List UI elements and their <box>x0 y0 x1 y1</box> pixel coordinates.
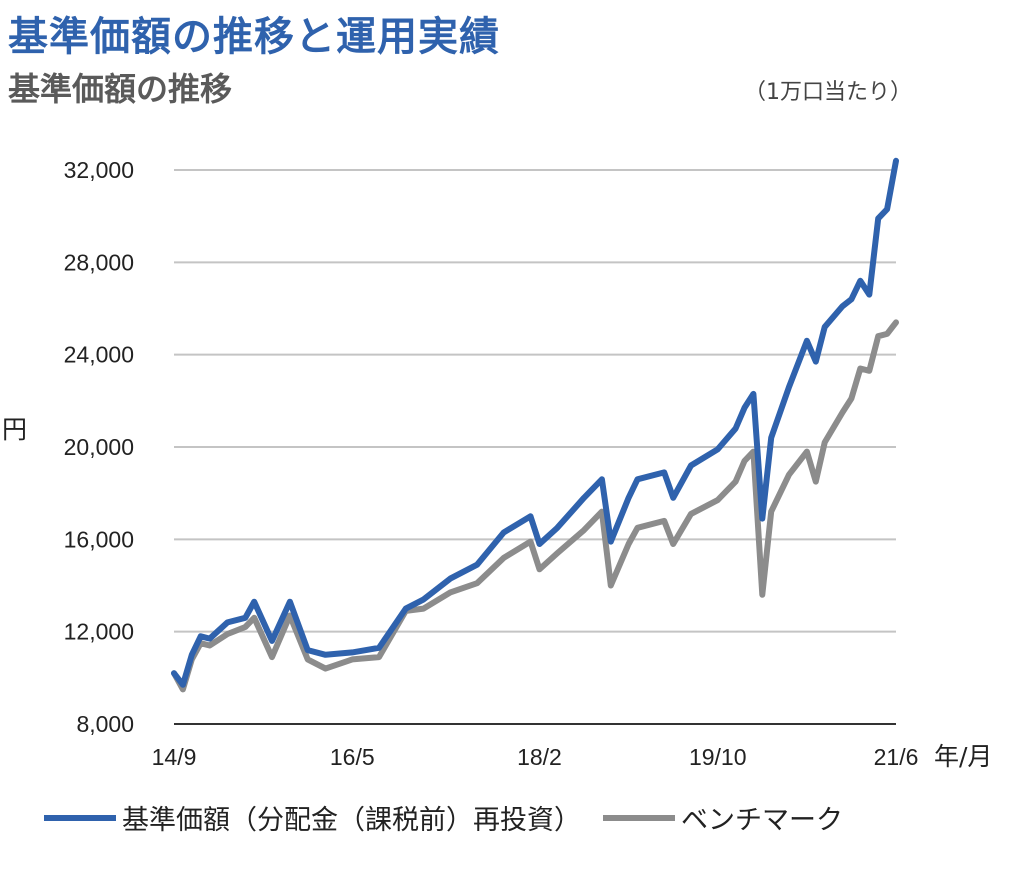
legend-item-nav: 基準価額（分配金（課税前）再投資） <box>44 798 581 837</box>
x-axis-ticks: 14/9 16/5 18/2 19/10 21/6 <box>152 744 919 770</box>
y-tick-label: 8,000 <box>76 711 134 737</box>
gridlines <box>174 169 896 725</box>
legend: 基準価額（分配金（課税前）再投資） ベンチマーク <box>44 798 865 837</box>
y-axis-label: 円 <box>2 415 27 444</box>
chart-title: 基準価額の推移 <box>8 70 233 108</box>
series-lines <box>171 157 899 693</box>
main-title: 基準価額の推移と運用実績 <box>8 14 500 60</box>
x-tick-label: 19/10 <box>689 744 747 770</box>
y-tick-label: 24,000 <box>64 342 134 368</box>
nav-line <box>171 157 899 688</box>
legend-label-nav: 基準価額（分配金（課税前）再投資） <box>122 805 581 836</box>
x-tick-label: 18/2 <box>517 744 562 770</box>
y-tick-label: 28,000 <box>64 249 134 275</box>
x-tick-label: 14/9 <box>152 744 197 770</box>
y-tick-label: 16,000 <box>64 526 134 552</box>
y-tick-label: 12,000 <box>64 619 134 645</box>
legend-item-benchmark: ベンチマーク <box>603 798 843 837</box>
legend-label-benchmark: ベンチマーク <box>681 805 843 836</box>
legend-swatch-nav <box>44 814 116 821</box>
y-tick-label: 32,000 <box>64 157 134 183</box>
x-tick-label: 21/6 <box>874 744 919 770</box>
unit-note: （1万口当たり） <box>744 80 912 105</box>
benchmark-line <box>171 319 899 693</box>
y-axis-ticks: 8,000 12,000 16,000 20,000 24,000 28,000 32,00… <box>64 157 134 737</box>
y-tick-label: 20,000 <box>64 434 134 460</box>
x-axis-label: 年/月 <box>934 742 992 771</box>
legend-swatch-benchmark <box>603 814 675 821</box>
x-tick-label: 16/5 <box>330 744 375 770</box>
